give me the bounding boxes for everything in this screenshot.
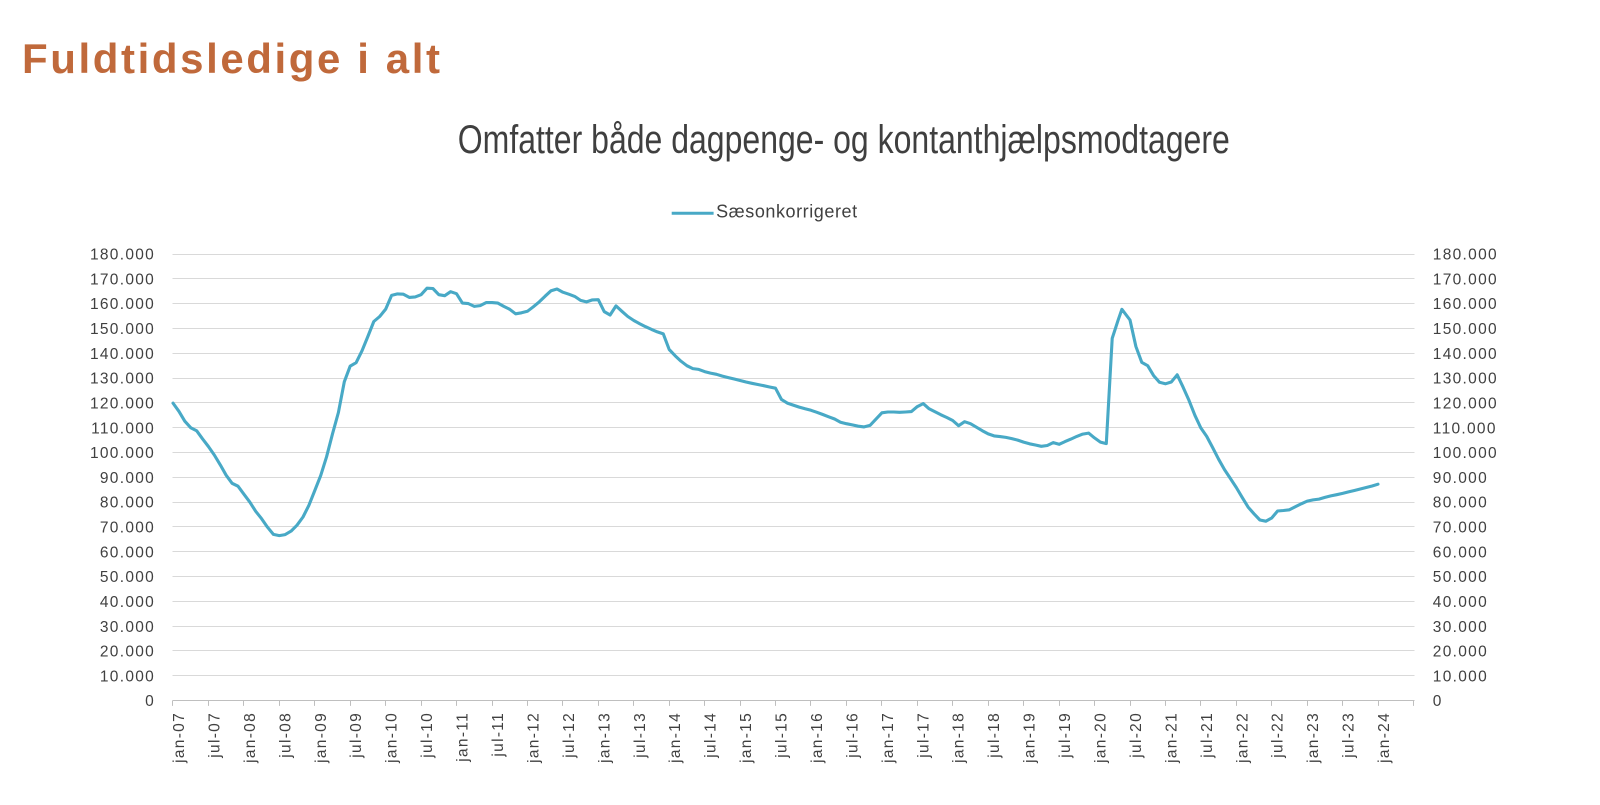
svg-text:170.000: 170.000 [90, 271, 155, 288]
svg-text:70.000: 70.000 [1433, 520, 1488, 537]
svg-text:160.000: 160.000 [1433, 296, 1498, 313]
svg-text:jan-10: jan-10 [384, 712, 401, 764]
svg-text:jan-12: jan-12 [525, 712, 542, 764]
svg-text:jan-19: jan-19 [1022, 712, 1039, 764]
svg-text:jul-09: jul-09 [348, 712, 365, 759]
svg-text:jan-09: jan-09 [313, 712, 330, 764]
svg-text:70.000: 70.000 [100, 520, 155, 537]
svg-text:jan-16: jan-16 [809, 712, 826, 764]
svg-text:50.000: 50.000 [100, 569, 155, 586]
svg-text:0: 0 [1433, 693, 1442, 710]
svg-text:jan-23: jan-23 [1305, 712, 1322, 764]
svg-text:jan-18: jan-18 [951, 712, 968, 764]
svg-text:jan-07: jan-07 [171, 712, 188, 764]
svg-text:Omfatter både dagpenge- og kon: Omfatter både dagpenge- og kontanthjælps… [458, 118, 1230, 162]
svg-text:90.000: 90.000 [1433, 470, 1488, 487]
svg-text:jan-22: jan-22 [1234, 712, 1251, 764]
svg-text:jul-14: jul-14 [703, 712, 720, 759]
svg-text:jul-17: jul-17 [915, 712, 932, 759]
svg-text:180.000: 180.000 [1433, 247, 1498, 264]
svg-text:60.000: 60.000 [1433, 544, 1488, 561]
svg-text:90.000: 90.000 [100, 470, 155, 487]
svg-text:120.000: 120.000 [1433, 396, 1498, 413]
svg-text:jan-24: jan-24 [1376, 712, 1393, 764]
svg-text:jul-23: jul-23 [1341, 712, 1358, 759]
svg-text:20.000: 20.000 [100, 644, 155, 661]
svg-text:jan-14: jan-14 [667, 712, 684, 764]
svg-text:130.000: 130.000 [90, 371, 155, 388]
svg-text:120.000: 120.000 [90, 396, 155, 413]
svg-text:jul-07: jul-07 [206, 712, 223, 759]
svg-text:140.000: 140.000 [90, 346, 155, 363]
svg-text:110.000: 110.000 [1433, 420, 1497, 437]
svg-text:jan-21: jan-21 [1163, 712, 1180, 764]
svg-text:jul-18: jul-18 [986, 712, 1003, 759]
svg-text:jul-21: jul-21 [1199, 712, 1216, 759]
svg-text:150.000: 150.000 [1433, 321, 1498, 338]
svg-text:110.000: 110.000 [91, 420, 155, 437]
svg-text:jul-20: jul-20 [1128, 712, 1145, 759]
svg-text:170.000: 170.000 [1433, 271, 1498, 288]
svg-text:50.000: 50.000 [1433, 569, 1488, 586]
svg-text:jul-10: jul-10 [419, 712, 436, 759]
svg-text:150.000: 150.000 [90, 321, 155, 338]
svg-text:100.000: 100.000 [1433, 445, 1498, 462]
svg-text:jul-22: jul-22 [1270, 712, 1287, 759]
svg-text:Sæsonkorrigeret: Sæsonkorrigeret [716, 202, 857, 222]
svg-text:30.000: 30.000 [100, 619, 155, 636]
svg-text:jan-20: jan-20 [1093, 712, 1110, 764]
svg-text:jan-15: jan-15 [738, 712, 755, 764]
svg-text:80.000: 80.000 [100, 495, 155, 512]
svg-text:jul-19: jul-19 [1057, 712, 1074, 759]
svg-text:jul-11: jul-11 [490, 712, 507, 758]
svg-text:jan-13: jan-13 [596, 712, 613, 764]
svg-text:130.000: 130.000 [1433, 371, 1498, 388]
svg-text:30.000: 30.000 [1433, 619, 1488, 636]
svg-text:10.000: 10.000 [100, 668, 155, 685]
svg-text:jul-12: jul-12 [561, 712, 578, 759]
svg-text:60.000: 60.000 [100, 544, 155, 561]
svg-text:80.000: 80.000 [1433, 495, 1488, 512]
svg-text:jul-08: jul-08 [277, 712, 294, 759]
svg-text:jul-15: jul-15 [774, 712, 791, 759]
svg-text:Fuldtidsledige i alt: Fuldtidsledige i alt [22, 35, 440, 82]
svg-text:jul-16: jul-16 [844, 712, 861, 759]
svg-text:0: 0 [145, 693, 154, 710]
svg-text:jan-11: jan-11 [455, 712, 472, 763]
svg-text:180.000: 180.000 [90, 247, 155, 264]
svg-text:10.000: 10.000 [1433, 668, 1488, 685]
svg-text:jan-17: jan-17 [880, 712, 897, 764]
svg-text:140.000: 140.000 [1433, 346, 1498, 363]
svg-text:100.000: 100.000 [90, 445, 155, 462]
svg-text:jul-13: jul-13 [632, 712, 649, 759]
svg-text:jan-08: jan-08 [242, 712, 259, 764]
svg-text:40.000: 40.000 [100, 594, 155, 611]
svg-text:20.000: 20.000 [1433, 644, 1488, 661]
svg-text:160.000: 160.000 [90, 296, 155, 313]
svg-text:40.000: 40.000 [1433, 594, 1488, 611]
